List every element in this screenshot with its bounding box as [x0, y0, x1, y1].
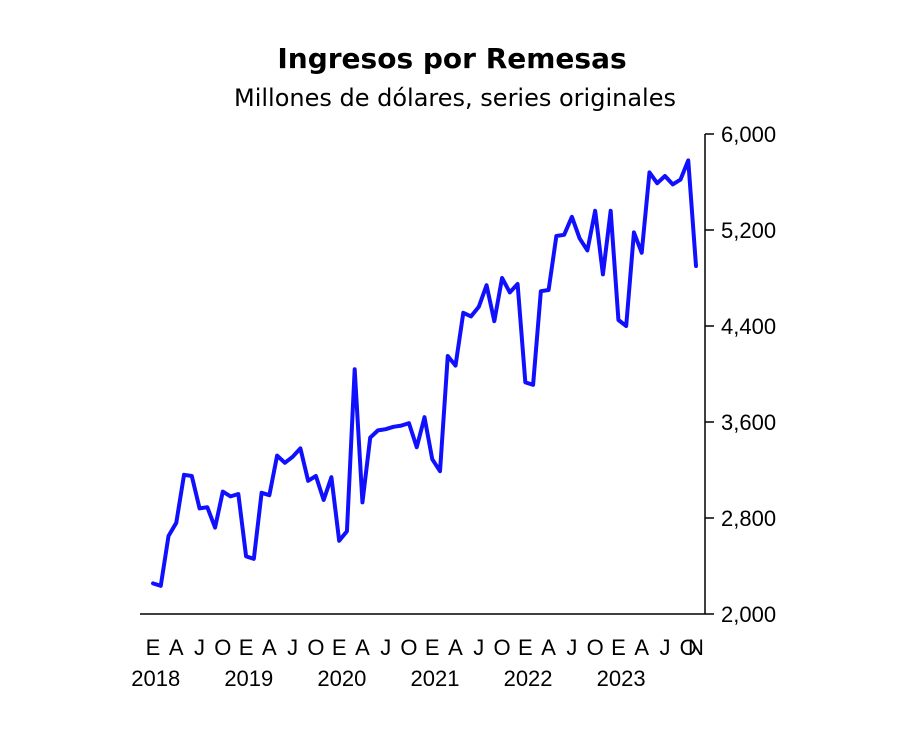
x-tick-label: J — [659, 635, 670, 660]
x-tick-label: A — [169, 635, 184, 660]
x-tick-label: O — [680, 635, 697, 660]
x-tick-label: O — [400, 635, 417, 660]
x-tick-label: E — [611, 635, 626, 660]
x-tick-label: O — [494, 635, 511, 660]
x-tick-label: O — [587, 635, 604, 660]
x-tick-label: A — [262, 635, 277, 660]
y-tick-label: 6,000 — [721, 122, 776, 147]
y-tick-label: 2,000 — [721, 602, 776, 627]
series-layer — [151, 158, 698, 588]
y-tick-label: 2,800 — [721, 506, 776, 531]
x-year-label: 2022 — [504, 666, 553, 691]
x-tick-label: J — [194, 635, 205, 660]
x-tick-label: E — [146, 635, 161, 660]
chart-title: Ingresos por Remesas — [277, 42, 626, 75]
x-year-label: 2018 — [131, 666, 180, 691]
x-year-label: 2021 — [410, 666, 459, 691]
x-year-label: 2023 — [597, 666, 646, 691]
series-line-remesas — [151, 158, 698, 588]
x-tick-label: O — [307, 635, 324, 660]
x-tick-label: J — [473, 635, 484, 660]
x-year-label: 2019 — [224, 666, 273, 691]
x-tick-label: E — [332, 635, 347, 660]
x-tick-label: E — [425, 635, 440, 660]
y-tick-label: 4,400 — [721, 314, 776, 339]
y-tick-label: 3,600 — [721, 410, 776, 435]
x-tick-label: N — [688, 635, 704, 660]
x-tick-label: A — [541, 635, 556, 660]
x-tick-label: J — [380, 635, 391, 660]
x-tick-label: J — [287, 635, 298, 660]
x-tick-label: A — [448, 635, 463, 660]
x-tick-label: E — [518, 635, 533, 660]
y-tick-label: 5,200 — [721, 218, 776, 243]
x-year-label: 2020 — [317, 666, 366, 691]
chart-subtitle: Millones de dólares, series originales — [234, 84, 676, 112]
x-tick-label: A — [355, 635, 370, 660]
x-tick-label: E — [239, 635, 254, 660]
x-tick-label: A — [634, 635, 649, 660]
x-tick-label: J — [566, 635, 577, 660]
x-tick-label: O — [214, 635, 231, 660]
